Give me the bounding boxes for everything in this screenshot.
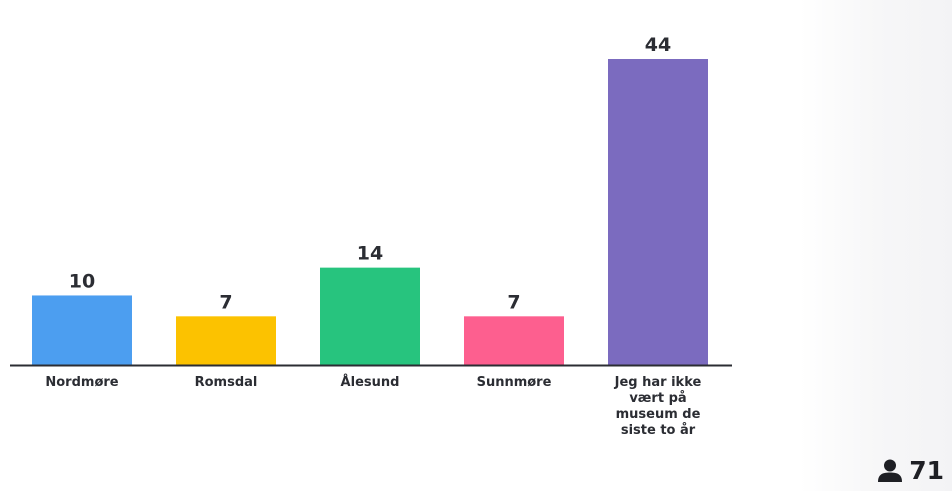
user-icon: [878, 459, 903, 482]
bars-group: [32, 59, 708, 365]
participant-count-value: 71: [909, 456, 944, 485]
value-label-3: 14: [357, 243, 383, 265]
value-label-4: 7: [507, 291, 520, 313]
category-label-2: Romsdal: [195, 375, 258, 390]
category-label-1: Nordmøre: [45, 375, 118, 390]
category-label-3: Ålesund: [341, 374, 400, 390]
category-label-4: Sunnmøre: [477, 375, 552, 390]
value-labels-group: 10 7 14 7 44: [69, 34, 671, 313]
bar-3: [320, 267, 420, 365]
value-label-5: 44: [645, 34, 671, 56]
bar-5: [608, 59, 708, 365]
category-labels-group: Nordmøre Romsdal Ålesund Sunnmøre Jeg har ik…: [45, 374, 701, 438]
bar-2: [176, 316, 276, 365]
bar-4: [464, 316, 564, 365]
category-label-5: Jeg har ikke vært på museum de siste to år: [614, 375, 702, 438]
value-label-1: 10: [69, 270, 95, 292]
participant-count: 71: [877, 458, 944, 483]
bar-1: [32, 295, 132, 365]
value-label-2: 7: [219, 291, 232, 313]
